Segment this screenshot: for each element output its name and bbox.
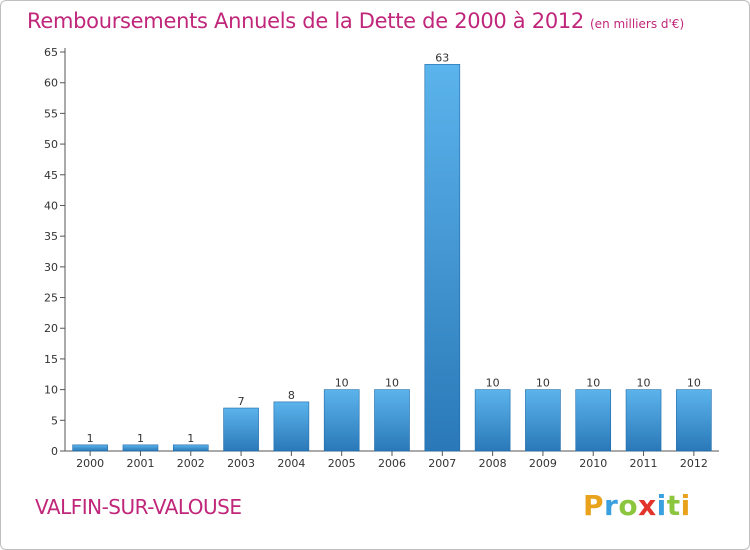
- x-tick-label: 2012: [680, 457, 708, 470]
- y-tick-label: 25: [44, 292, 58, 305]
- location-name: VALFIN-SUR-VALOUSE: [35, 495, 242, 519]
- y-tick-label: 55: [44, 107, 58, 120]
- x-tick-label: 2010: [579, 457, 607, 470]
- logo-letter: t: [666, 489, 681, 522]
- logo-letter: o: [618, 489, 639, 522]
- bar-value-label: 10: [385, 377, 399, 390]
- logo-letter: r: [604, 489, 619, 522]
- bar-2008: [474, 389, 511, 452]
- y-tick-label: 65: [44, 46, 58, 59]
- chart-title-text: Remboursements Annuels de la Dette de 20…: [27, 9, 584, 33]
- bar-value-label: 7: [238, 395, 245, 408]
- bar-2007: [424, 63, 461, 452]
- bar-2000: [72, 444, 108, 452]
- x-tick-label: 2001: [126, 457, 154, 470]
- bar-2004: [273, 401, 310, 452]
- bar-value-label: 1: [187, 432, 194, 445]
- y-tick-label: 15: [44, 353, 58, 366]
- bar-2006: [374, 389, 410, 452]
- bar-value-label: 10: [586, 377, 600, 390]
- y-tick-label: 5: [51, 414, 58, 427]
- y-tick-label: 60: [44, 77, 58, 90]
- chart-title: Remboursements Annuels de la Dette de 20…: [27, 9, 684, 33]
- chart-unit: (en milliers d'€): [590, 17, 685, 31]
- y-tick-label: 40: [44, 199, 58, 212]
- x-tick-label: 2005: [328, 457, 356, 470]
- y-tick-label: 0: [51, 445, 58, 458]
- x-tick-label: 2006: [378, 457, 406, 470]
- bar-2009: [525, 389, 561, 452]
- bar-2011: [625, 389, 662, 452]
- x-tick-label: 2008: [479, 457, 507, 470]
- y-tick-label: 30: [44, 261, 58, 274]
- logo-letter: i: [656, 489, 667, 522]
- bar-2010: [575, 389, 612, 452]
- x-tick-label: 2009: [529, 457, 557, 470]
- logo-letter: P: [583, 489, 605, 522]
- bar-2003: [223, 407, 259, 452]
- x-tick-label: 2002: [177, 457, 205, 470]
- proxiti-logo[interactable]: Proxiti: [583, 489, 691, 522]
- logo-letter: i: [680, 489, 691, 522]
- y-tick-label: 10: [44, 384, 58, 397]
- bar-value-label: 10: [536, 377, 550, 390]
- x-tick-label: 2004: [277, 457, 305, 470]
- bar-value-label: 10: [687, 377, 701, 390]
- x-tick-label: 2011: [630, 457, 658, 470]
- bar-2005: [323, 389, 360, 452]
- x-tick-label: 2007: [428, 457, 456, 470]
- y-tick-label: 45: [44, 169, 58, 182]
- bar-value-label: 63: [435, 51, 449, 64]
- bar-2001: [122, 444, 159, 452]
- bar-value-label: 8: [288, 389, 295, 402]
- x-tick-label: 2003: [227, 457, 255, 470]
- bar-value-label: 10: [486, 377, 500, 390]
- bar-value-label: 10: [335, 377, 349, 390]
- bar-value-label: 10: [637, 377, 651, 390]
- bar-value-label: 1: [87, 432, 94, 445]
- logo-letter: x: [638, 489, 657, 522]
- y-tick-label: 50: [44, 138, 58, 151]
- bar-2002: [172, 444, 209, 452]
- y-tick-label: 35: [44, 230, 58, 243]
- bar-2012: [676, 389, 712, 452]
- bar-value-label: 1: [137, 432, 144, 445]
- y-tick-label: 20: [44, 322, 58, 335]
- x-tick-label: 2000: [76, 457, 104, 470]
